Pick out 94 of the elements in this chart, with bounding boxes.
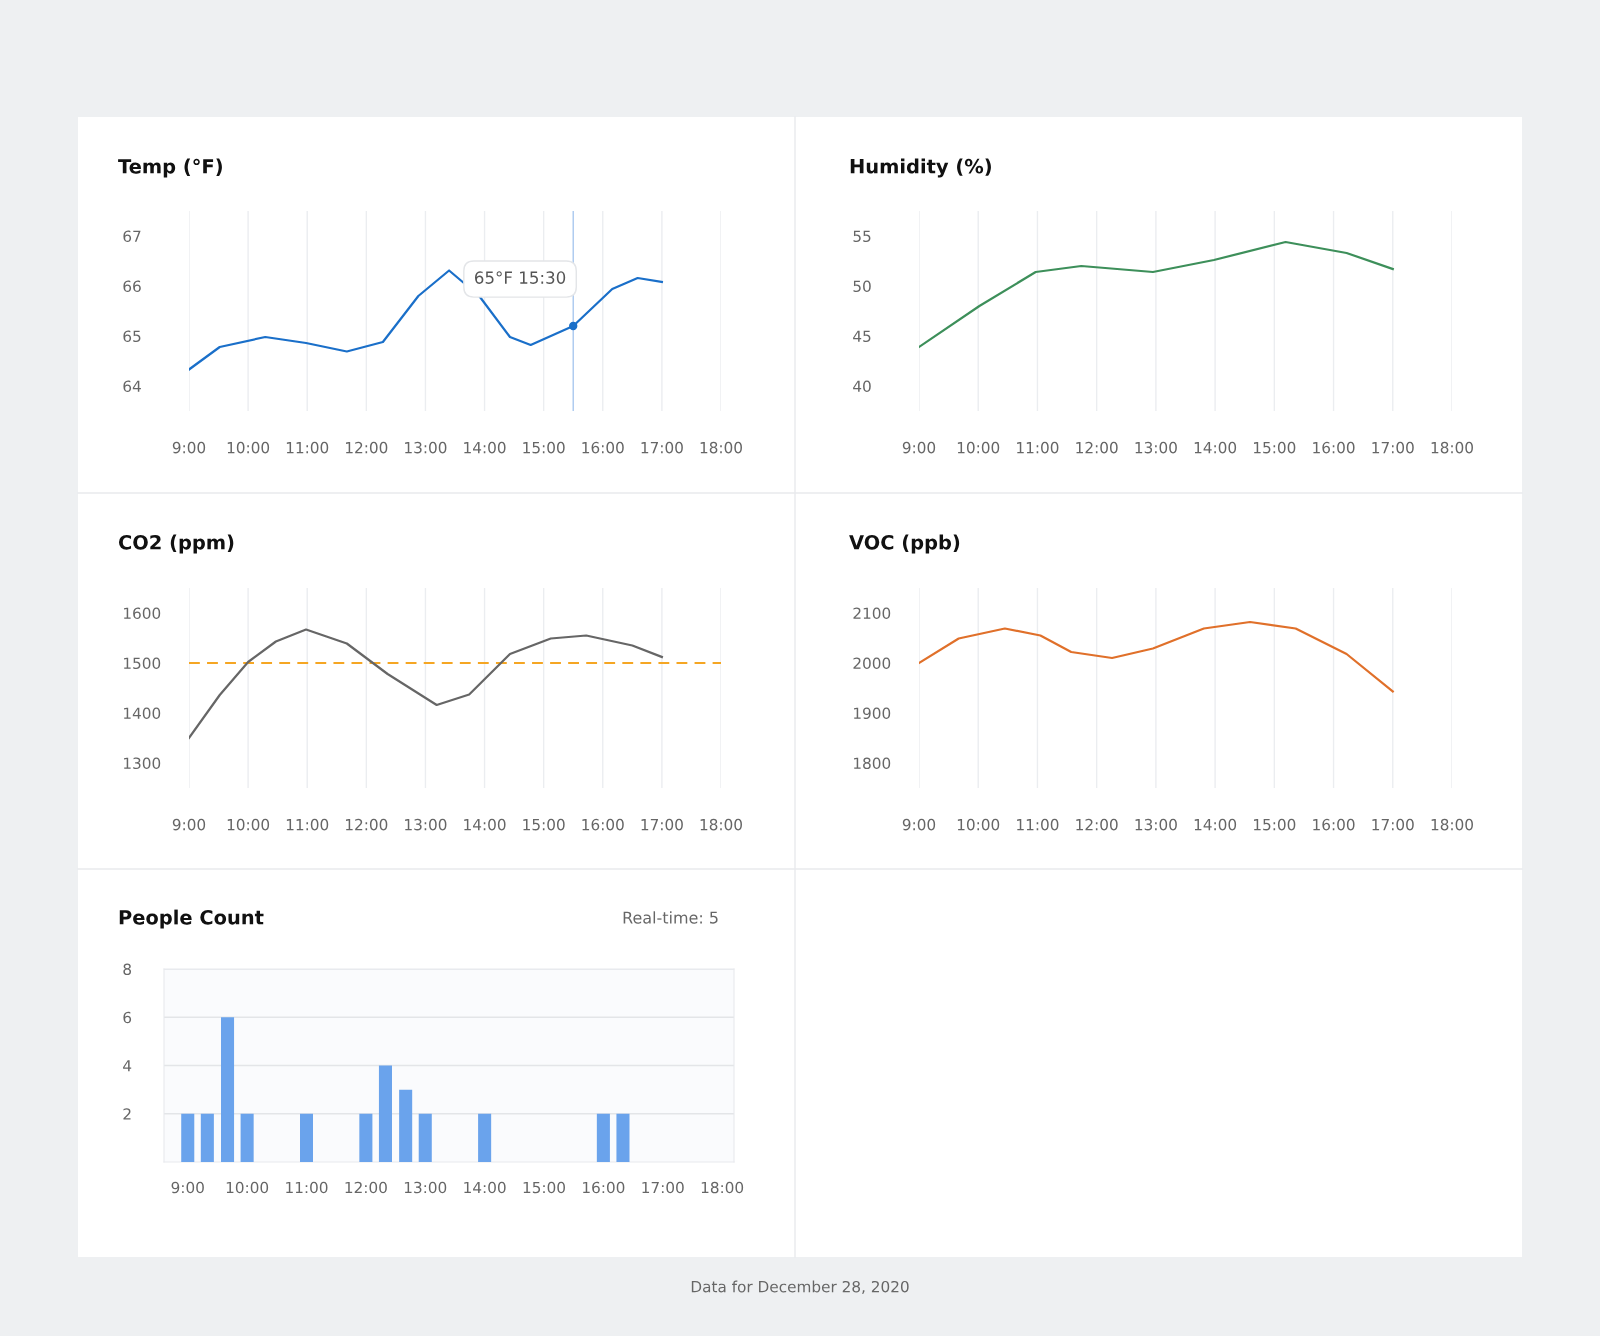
y-tick-label: 2000 [853, 657, 891, 670]
chart-title: People Count [119, 909, 264, 929]
x-tick-label: 14:00 [464, 818, 506, 831]
line-series [919, 240, 1394, 349]
chart-title: Humidity (%) [850, 158, 991, 178]
line-series [919, 620, 1394, 693]
x-tick-label: 13:00 [1135, 818, 1177, 831]
chart-title: Temp (°F) [118, 158, 222, 178]
x-tick-label: 12:00 [346, 441, 388, 454]
x-tick-label: 10:00 [957, 818, 1000, 831]
x-tick-label: 12:00 [1076, 818, 1118, 831]
bar [200, 1113, 214, 1162]
x-tick-label: 16:00 [582, 441, 624, 454]
text: Real-time: 5 [623, 911, 718, 924]
y-tick-label: 2100 [853, 607, 891, 620]
text: Data for December 28, 2020 [691, 1280, 909, 1294]
bar [299, 1113, 314, 1162]
x-tick-label: 10:00 [227, 818, 270, 831]
x-tick-label: 14:00 [464, 1181, 506, 1194]
x-tick-label: 17:00 [642, 1181, 684, 1194]
bar [181, 1113, 195, 1162]
bar [478, 1113, 492, 1162]
x-tick-label: 11:00 [286, 818, 329, 831]
x-tick-label: 9:00 [171, 1181, 204, 1194]
y-tick-label: 1400 [124, 707, 161, 720]
x-tick-label: 12:00 [1076, 441, 1118, 454]
x-tick-label: 11:00 [1017, 818, 1059, 831]
bar [240, 1113, 254, 1162]
x-tick-label: 13:00 [1135, 441, 1177, 454]
x-tick-label: 17:00 [1372, 818, 1414, 831]
y-tick-label: 1500 [124, 657, 161, 670]
x-tick-label: 18:00 [700, 818, 742, 831]
line-series [189, 269, 663, 371]
x-tick-label: 13:00 [405, 441, 447, 454]
x-tick-label: 11:00 [286, 1181, 328, 1194]
y-tick-label: 67 [123, 230, 141, 243]
y-tick-label: 1600 [124, 607, 161, 620]
x-tick-label: 16:00 [582, 818, 624, 831]
x-tick-label: 15:00 [523, 818, 565, 831]
x-tick-label: 15:00 [523, 441, 565, 454]
x-tick-label: 16:00 [583, 1181, 625, 1194]
y-tick-label: 1900 [854, 707, 891, 720]
x-tick-label: 12:00 [346, 818, 388, 831]
x-tick-label: 14:00 [1194, 818, 1237, 831]
x-tick-label: 16:00 [1313, 818, 1355, 831]
x-tick-label: 12:00 [345, 1181, 387, 1194]
bar [418, 1113, 432, 1162]
x-tick-label: 10:00 [226, 1181, 269, 1194]
x-tick-label: 13:00 [404, 1181, 447, 1194]
y-tick-label: 4 [123, 1060, 132, 1072]
x-tick-label: 17:00 [1372, 441, 1414, 454]
y-tick-label: 40 [853, 380, 871, 393]
y-tick-label: 1800 [854, 757, 891, 770]
bar [399, 1089, 413, 1162]
x-tick-label: 13:00 [405, 818, 447, 831]
y-tick-label: 50 [853, 280, 871, 293]
x-tick-label: 15:00 [523, 1181, 565, 1194]
x-tick-label: 18:00 [1431, 441, 1473, 454]
bar [378, 1065, 392, 1162]
x-tick-label: 14:00 [1194, 441, 1237, 454]
x-tick-label: 18:00 [1431, 818, 1473, 831]
x-tick-label: 10:00 [957, 441, 1000, 454]
bar [616, 1113, 630, 1162]
x-tick-label: 18:00 [701, 1181, 744, 1194]
y-tick-label: 55 [853, 230, 871, 243]
bar [221, 1017, 235, 1162]
line-series [189, 628, 663, 740]
x-tick-label: 10:00 [227, 441, 270, 454]
chart-title: VOC (ppb) [849, 534, 960, 554]
bar [359, 1113, 373, 1162]
bar [596, 1113, 610, 1162]
x-tick-label: 14:00 [464, 441, 506, 454]
x-tick-label: 9:00 [172, 818, 206, 831]
y-tick-label: 66 [123, 280, 141, 293]
y-tick-label: 65 [123, 330, 141, 343]
chart-title: CO2 (ppm) [118, 534, 234, 554]
x-tick-label: 9:00 [902, 441, 936, 454]
y-tick-label: 45 [853, 330, 871, 343]
y-tick-label: 8 [123, 963, 132, 976]
x-tick-label: 11:00 [286, 441, 329, 454]
x-tick-label: 16:00 [1313, 441, 1355, 454]
x-tick-label: 18:00 [700, 441, 742, 454]
x-tick-label: 9:00 [172, 441, 206, 454]
y-tick-label: 6 [123, 1011, 132, 1024]
x-tick-label: 11:00 [1017, 441, 1059, 454]
x-tick-label: 15:00 [1254, 818, 1296, 831]
x-tick-label: 17:00 [641, 441, 683, 454]
y-tick-label: 64 [123, 380, 141, 393]
y-tick-label: 1300 [124, 757, 161, 770]
annotation: 65°F 15:30 [474, 271, 566, 284]
x-tick-label: 15:00 [1254, 441, 1296, 454]
y-tick-label: 2 [123, 1108, 131, 1120]
x-tick-label: 9:00 [902, 818, 936, 831]
x-tick-label: 17:00 [641, 818, 683, 831]
